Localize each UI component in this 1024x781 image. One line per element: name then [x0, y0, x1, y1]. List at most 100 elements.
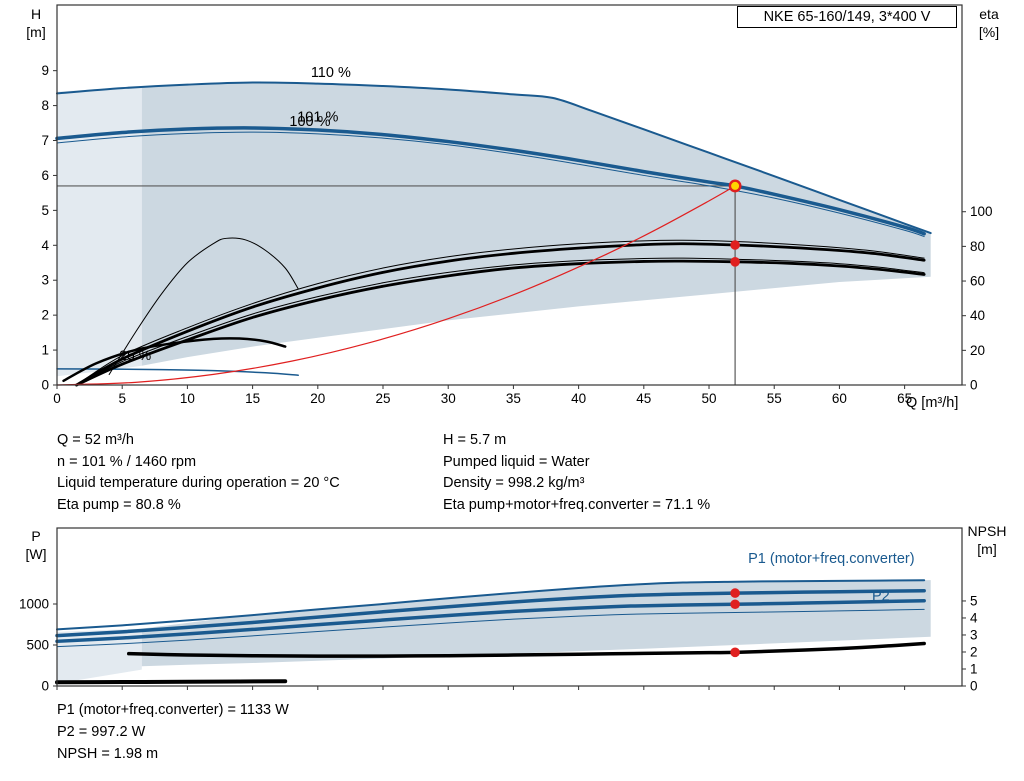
x-tick-label: 10	[180, 391, 195, 406]
power-npsh-chart: 0 500 1000 0 1 2 3 4 5 P1 (motor+freq.converter) P…	[19, 527, 978, 694]
y-left-tick-label: 6	[41, 168, 49, 183]
info-line: NPSH = 1.98 m	[57, 746, 159, 762]
eta-axis-name: eta	[979, 6, 999, 22]
p2-point	[730, 599, 740, 610]
system-curve	[56, 185, 736, 386]
npsh-axis-name: NPSH	[967, 523, 1007, 539]
y-left-tick-label: 0	[41, 679, 49, 694]
y-left-tick-label: 7	[41, 133, 49, 148]
info-line: Density = 998.2 kg/m³	[443, 475, 585, 491]
x-tick-label: 30	[441, 391, 456, 406]
npsh-point	[730, 647, 740, 658]
p-axis-label: P [W]	[14, 527, 58, 563]
y-right-tick-label: 3	[970, 627, 978, 642]
curve-25pct-black	[62, 337, 287, 383]
eta-pump-point	[730, 240, 740, 250]
y-right-tick-label: 1	[970, 661, 978, 676]
envelope-main	[141, 82, 931, 366]
y-right-tick-label: 2	[970, 644, 978, 659]
curve-110pct	[56, 81, 932, 235]
y-right-tick-label: 80	[970, 239, 985, 254]
info-line: Eta pump = 80.8 %	[57, 496, 181, 513]
pump-performance-chart-border	[56, 4, 963, 386]
label-p1: P1 (motor+freq.converter)	[748, 551, 914, 567]
duty-info-right: H = 5.7 m Pumped liquid = Water Density …	[443, 430, 710, 516]
curve-101pct	[55, 126, 926, 236]
y-right-tick-label: 0	[970, 378, 978, 393]
x-tick-label: 20	[310, 391, 325, 406]
y-left-tick-label: 3	[41, 273, 49, 288]
y-right-tick-label: 40	[970, 308, 985, 323]
info-line: P2 = 997.2 W	[57, 724, 146, 740]
envelope-left	[57, 628, 142, 684]
x-tick-label: 35	[506, 391, 521, 406]
h-axis-label: H [m]	[14, 5, 58, 41]
info-line: H = 5.7 m	[443, 432, 507, 448]
p1-curve	[55, 588, 926, 638]
y-left-tick-label: 0	[41, 378, 49, 393]
y-right-tick-label: 4	[970, 610, 978, 625]
envelope-left	[57, 87, 142, 377]
h-axis-unit: [m]	[26, 24, 46, 40]
x-tick-label: 15	[245, 391, 260, 406]
info-line: Liquid temperature during operation = 20…	[57, 475, 340, 491]
y-left-tick-label: 1	[41, 343, 49, 358]
eta-axis-label: eta [%]	[962, 5, 1016, 41]
label-100pct: 100 %	[289, 114, 330, 130]
x-tick-label: 40	[571, 391, 586, 406]
h-axis-name: H	[30, 6, 42, 22]
pump-model-box: NKE 65-160/149, 3*400 V	[737, 6, 957, 28]
eta-pump-thin	[76, 239, 925, 386]
p-axis-name: P	[31, 528, 41, 544]
y-right-tick-label: 0	[970, 679, 978, 694]
eta-total-point	[730, 256, 740, 267]
q-axis-label: Q [m³/h]	[906, 395, 959, 411]
label-p2: P2	[872, 589, 890, 605]
y-right-tick-label: 20	[970, 343, 985, 358]
y-left-tick-label: 5	[41, 203, 49, 218]
npsh-axis-label: NPSH [m]	[956, 522, 1018, 558]
y-left-tick-label: 1000	[19, 597, 49, 612]
npsh-curve	[126, 641, 926, 658]
power-npsh-chart-border	[56, 527, 963, 687]
p-axis-unit: [W]	[25, 546, 47, 562]
x-tick-label: 60	[832, 391, 847, 406]
y-left-tick-label: 8	[41, 98, 49, 113]
eta-total-curve	[75, 259, 926, 387]
p1-110pct-curve	[56, 579, 926, 631]
y-left-tick-label: 4	[41, 238, 49, 253]
x-tick-label: 5	[118, 391, 126, 406]
y-left-tick-label: 2	[41, 308, 49, 323]
eta-pump-curve	[75, 242, 926, 387]
label-110pct: 110 %	[311, 65, 351, 81]
duty-info-left: Q = 52 m³/h n = 101 % / 1460 rpm Liquid …	[57, 430, 340, 516]
p-thin-curve	[56, 608, 925, 648]
p1-point	[730, 588, 740, 598]
p2-curve	[55, 598, 926, 644]
info-line: Q = 52 m³/h	[57, 432, 134, 448]
y-right-tick-label: 5	[970, 593, 978, 608]
eta-axis-unit: [%]	[978, 24, 1000, 40]
duty-point[interactable]	[728, 179, 742, 193]
pump-performance-chart: 0 5 10 15 20 25 30 35 40 45 50 55 60 6501234567890204…	[41, 4, 993, 406]
info-line: n = 101 % / 1460 rpm	[57, 453, 197, 470]
info-line: Pumped liquid = Water	[443, 453, 590, 470]
y-left-tick-label: 9	[41, 63, 49, 78]
y-left-tick-label: 500	[26, 638, 49, 653]
p-25pct-curve	[55, 679, 288, 685]
x-tick-label: 55	[767, 391, 782, 406]
label-101pct: 101 %	[297, 109, 338, 125]
y-right-tick-label: 100	[970, 204, 993, 219]
info-line: Eta pump+motor+freq.converter = 71.1 %	[443, 496, 711, 513]
x-tick-label: 0	[53, 391, 61, 406]
curve-100pct	[56, 131, 925, 238]
x-tick-label: 25	[375, 391, 390, 406]
x-tick-label: 45	[636, 391, 651, 406]
label-25pct: 25 %	[119, 347, 151, 363]
x-tick-label: 50	[702, 391, 717, 406]
eta-25pct-arc	[108, 237, 299, 376]
pump-model-label: NKE 65-160/149, 3*400 V	[763, 9, 931, 25]
npsh-axis-unit: [m]	[977, 541, 997, 557]
